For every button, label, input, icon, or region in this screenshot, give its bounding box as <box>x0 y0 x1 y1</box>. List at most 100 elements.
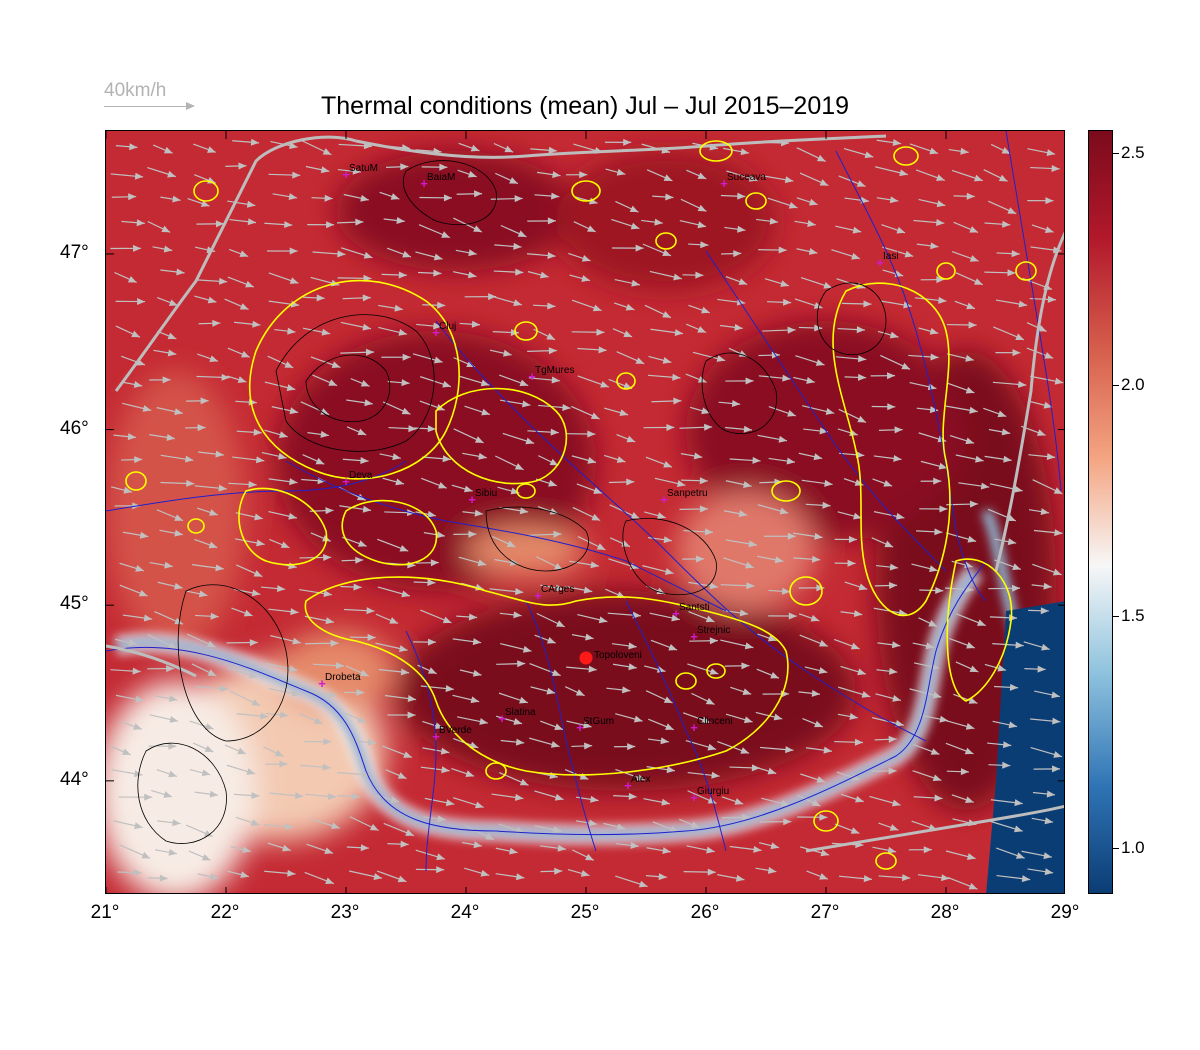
wind-arrow <box>498 823 525 834</box>
wind-arrow <box>1030 164 1060 172</box>
wind-arrow <box>615 768 646 781</box>
wind-arrow <box>185 424 206 432</box>
wind-arrow <box>908 846 932 854</box>
wind-arrow <box>984 455 1012 463</box>
wind-arrow <box>530 146 557 154</box>
wind-arrow <box>838 175 866 188</box>
wind-arrow <box>756 766 777 775</box>
colorbar-tick-label: 2.0 <box>1121 374 1145 394</box>
wind-arrow <box>874 582 898 590</box>
wind-arrow <box>566 171 588 179</box>
wind-arrow <box>992 720 1018 729</box>
latitude-tick-label: 44° <box>60 768 89 790</box>
wind-arrow <box>796 794 821 807</box>
wind-arrow <box>121 381 143 388</box>
wind-arrow <box>767 298 792 306</box>
longitude-tick-label: 28° <box>930 902 960 923</box>
wind-arrow <box>453 428 484 444</box>
wind-arrow <box>758 374 791 382</box>
wind-arrow <box>687 771 720 779</box>
map-panel: + SatuM + BaiaM + Suceava + Iasi + Cluj + TgMures + D… <box>105 130 1065 894</box>
wind-arrow <box>611 218 640 230</box>
city-marker-plus-icon: + <box>576 719 584 735</box>
wind-arrow <box>996 847 1025 859</box>
wind-arrow <box>452 694 480 704</box>
wind-arrow <box>871 403 896 411</box>
wind-arrow <box>377 586 411 598</box>
wind-arrow <box>874 735 897 743</box>
wind-arrow <box>300 763 331 771</box>
wind-arrow <box>756 668 780 679</box>
wind-arrow <box>682 271 704 279</box>
wind-arrow <box>345 712 367 724</box>
wind-arrow <box>679 219 707 229</box>
wind-arrow <box>798 584 825 592</box>
wind-arrow <box>720 192 746 200</box>
wind-arrow <box>955 661 979 673</box>
wind-arrow <box>796 248 818 255</box>
wind-arrow <box>233 792 260 799</box>
wind-arrow <box>800 773 826 783</box>
wind-arrow <box>805 501 831 509</box>
wind-arrow <box>795 355 825 366</box>
wind-arrow <box>571 405 600 420</box>
wind-arrow <box>603 822 626 831</box>
wind-arrow <box>804 666 828 674</box>
wind-arrow <box>500 399 531 408</box>
wind-arrow <box>951 794 974 804</box>
wind-arrow <box>569 274 591 282</box>
wind-arrow <box>613 743 636 751</box>
wind-arrow <box>462 841 483 849</box>
wind-arrow <box>263 746 284 757</box>
wind-arrow <box>571 849 595 861</box>
wind-arrow <box>122 531 149 539</box>
wind-arrow <box>876 196 899 204</box>
wind-arrow <box>186 590 208 598</box>
city-label: Sanpetru <box>667 487 708 499</box>
wind-arrow <box>948 147 969 155</box>
wind-arrow <box>496 660 526 668</box>
wind-arrow <box>945 850 976 860</box>
wind-arrow <box>115 325 141 338</box>
wind-arrow <box>265 711 289 719</box>
wind-arrow <box>764 532 796 540</box>
wind-arrow <box>688 241 709 249</box>
wind-arrow <box>302 327 331 336</box>
wind-arrow <box>452 271 477 279</box>
wind-arrow <box>723 510 748 518</box>
wind-arrow <box>499 506 529 515</box>
wind-arrow <box>149 376 171 384</box>
city-label: Cluj <box>439 320 457 332</box>
wind-arrow <box>615 200 639 213</box>
wind-arrow <box>994 683 1019 691</box>
wind-arrow <box>611 244 644 252</box>
wind-arrow <box>641 218 663 226</box>
wind-arrow <box>379 191 400 200</box>
wind-arrow <box>156 769 178 778</box>
wind-arrow <box>498 692 528 704</box>
city-marker-plus-icon: + <box>318 676 326 692</box>
wind-arrow <box>831 249 861 260</box>
wind-arrow <box>983 169 1008 182</box>
wind-arrow <box>268 272 299 284</box>
wind-arrow <box>797 813 828 821</box>
wind-arrow <box>269 538 290 549</box>
longitude-tick-label: 23° <box>330 902 360 923</box>
wind-arrow <box>838 686 871 698</box>
wind-arrow <box>645 873 667 881</box>
wind-arrow <box>576 483 603 494</box>
wind-arrow <box>802 405 835 415</box>
wind-arrow <box>110 667 141 675</box>
wind-arrow <box>645 690 673 704</box>
wind-arrow <box>264 429 288 438</box>
wind-arrow <box>683 868 716 876</box>
wind-arrow <box>114 271 137 283</box>
wind-arrow <box>312 662 345 670</box>
city-marker-plus-icon: + <box>690 719 698 735</box>
wind-arrow <box>379 453 401 461</box>
wind-arrow <box>876 667 898 675</box>
wind-arrow <box>838 408 867 424</box>
wind-arrow <box>536 171 561 179</box>
wind-arrow <box>1032 479 1063 495</box>
wind-arrow <box>149 561 173 569</box>
